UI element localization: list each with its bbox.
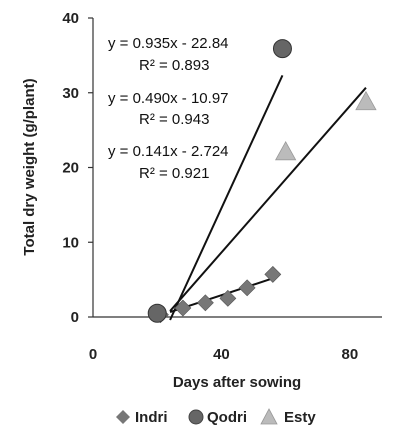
trendline-qodri-equation: y = 0.935x - 22.84	[108, 35, 229, 52]
point-indri	[219, 289, 237, 307]
point-indri	[264, 265, 282, 283]
legend-esty-marker	[260, 408, 278, 425]
y-tick-label: 30	[62, 85, 79, 102]
point-indri	[238, 279, 256, 297]
y-tick-label: 0	[71, 309, 79, 326]
x-tick-label: 40	[213, 346, 230, 363]
trendline-indri-equation: y = 0.141x - 2.724	[108, 143, 229, 160]
legend-qodri-marker	[188, 409, 204, 425]
legend: Indri Qodri Esty	[116, 408, 316, 426]
trendline-1	[169, 87, 367, 312]
y-axis-title: Total dry weight (g/plant)	[21, 78, 38, 255]
x-axis-title: Days after sowing	[173, 374, 301, 391]
trendline-esty-r2: R² = 0.943	[139, 111, 209, 128]
trendline-indri-r2: R² = 0.921	[139, 165, 209, 182]
point-indri	[174, 299, 192, 317]
y-tick-label: 20	[62, 160, 79, 177]
point-qodri	[272, 39, 292, 59]
trendline-esty-equation: y = 0.490x - 10.97	[108, 90, 229, 107]
legend-indri-label: Indri	[135, 409, 168, 426]
x-tick-label: 0	[89, 346, 97, 363]
x-tick-labels: 0 40 80	[89, 346, 358, 363]
trendline-0	[169, 74, 284, 321]
y-tick-labels: 0 10 20 30 40	[62, 10, 79, 326]
y-tick-label: 10	[62, 234, 79, 251]
legend-qodri-label: Qodri	[207, 409, 247, 426]
data-points	[147, 39, 377, 324]
point-indri	[196, 294, 214, 312]
point-qodri	[147, 303, 167, 323]
y-tick-marks	[88, 17, 93, 318]
x-tick-label: 80	[342, 346, 359, 363]
y-tick-label: 40	[62, 10, 79, 27]
point-esty	[274, 140, 297, 161]
legend-indri-marker	[116, 410, 130, 424]
point-esty	[355, 90, 377, 111]
legend-esty-label: Esty	[284, 409, 316, 426]
trendline-qodri-r2: R² = 0.893	[139, 57, 209, 74]
